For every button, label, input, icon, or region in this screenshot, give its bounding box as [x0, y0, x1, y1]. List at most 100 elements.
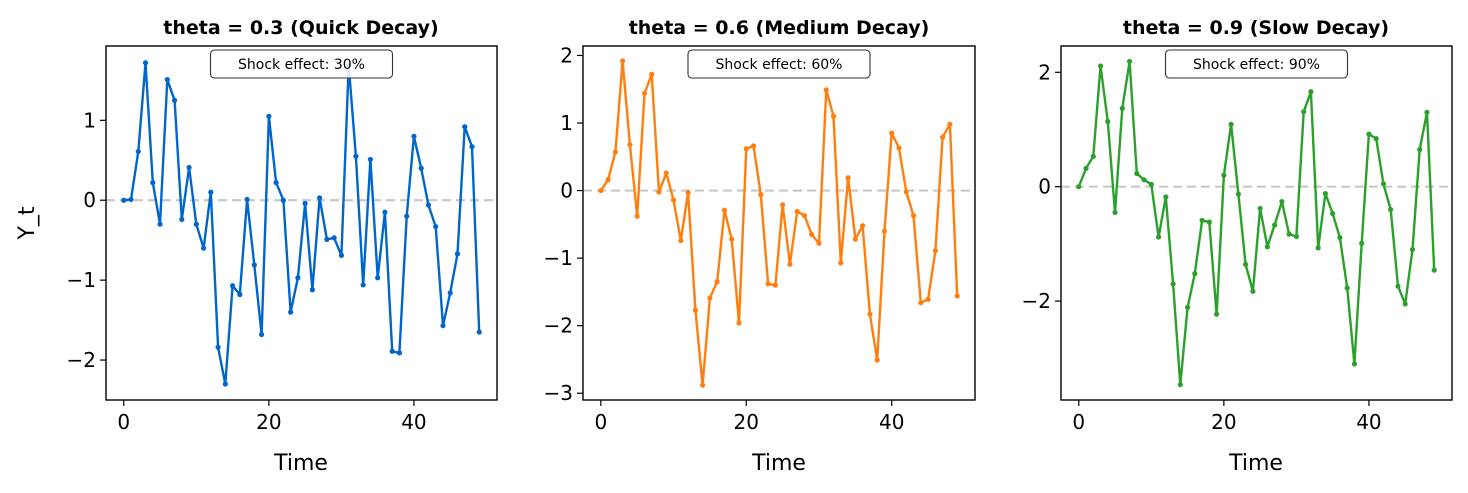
data-point — [845, 175, 851, 181]
data-point — [714, 279, 720, 285]
data-point — [1134, 170, 1140, 177]
x-tick-label: 20 — [734, 410, 759, 434]
data-point — [627, 142, 633, 148]
data-point — [1199, 217, 1205, 224]
series-line — [1077, 60, 1436, 386]
data-point — [1163, 194, 1169, 200]
x-tick-label: 0 — [117, 410, 130, 434]
data-point — [1308, 89, 1314, 95]
data-point — [1402, 301, 1408, 307]
data-point — [128, 196, 134, 203]
data-point — [462, 124, 468, 130]
y-tick-label: −1 — [67, 268, 96, 292]
svg-text:Shock effect: 30%: Shock effect: 30% — [238, 57, 365, 73]
x-tick-label: 40 — [1356, 410, 1381, 434]
data-point — [612, 149, 618, 155]
data-point — [1090, 153, 1096, 159]
data-point — [1344, 285, 1350, 291]
subplot-quick-decay: theta = 0.3 (Quick Decay) 0 20 40 −2 −1 0 1 Sho… — [15, 17, 498, 476]
data-point — [903, 189, 909, 195]
data-point — [1315, 245, 1321, 251]
data-point — [692, 307, 698, 313]
data-point — [947, 121, 953, 127]
data-series — [1076, 58, 1437, 388]
data-point — [259, 331, 265, 338]
subplot-title: theta = 0.3 (Quick Decay) — [163, 17, 438, 39]
data-point — [1177, 381, 1183, 388]
data-point — [469, 144, 475, 150]
data-point — [454, 251, 461, 257]
data-point — [620, 58, 626, 64]
data-point — [743, 146, 749, 152]
data-point — [598, 187, 604, 194]
data-point — [1155, 234, 1162, 240]
data-point — [1417, 146, 1423, 153]
data-point — [867, 311, 873, 317]
y-tick-label: 1 — [560, 111, 573, 135]
data-point — [1257, 205, 1263, 212]
data-point — [1141, 177, 1147, 183]
data-point — [925, 296, 931, 302]
data-point — [229, 283, 236, 289]
data-point — [447, 290, 453, 296]
data-point — [1286, 231, 1292, 237]
data-point — [367, 156, 374, 163]
data-point — [860, 223, 866, 229]
data-point — [823, 87, 829, 93]
data-point — [295, 275, 301, 281]
data-point — [1214, 311, 1220, 317]
data-point — [750, 143, 757, 149]
data-point — [1351, 361, 1358, 367]
data-point — [1126, 58, 1133, 65]
data-point — [641, 90, 648, 96]
data-point — [1119, 105, 1125, 111]
x-tick-label: 20 — [1211, 410, 1236, 434]
data-point — [171, 97, 178, 103]
data-point — [375, 275, 381, 281]
data-point — [244, 196, 250, 203]
data-point — [1366, 131, 1372, 137]
data-point — [801, 212, 808, 219]
data-point — [193, 221, 199, 227]
y-tick-label: 1 — [83, 108, 96, 132]
svg-text:Shock effect: 60%: Shock effect: 60% — [716, 57, 843, 73]
data-point — [1235, 191, 1241, 197]
y-tick-label: −2 — [1022, 289, 1051, 313]
y-tick-label: 2 — [560, 43, 573, 67]
data-point — [1388, 206, 1394, 213]
data-point — [1373, 136, 1379, 142]
data-point — [353, 153, 359, 159]
data-point — [1293, 233, 1299, 240]
data-point — [1431, 267, 1437, 273]
shock-effect-annotation: Shock effect: 60% — [687, 49, 871, 79]
subplot-title: theta = 0.9 (Slow Decay) — [1123, 17, 1389, 39]
y-axis-label: Y_t — [15, 206, 40, 240]
data-point — [266, 113, 272, 119]
data-point — [1228, 121, 1234, 127]
y-tick-label: 0 — [83, 188, 96, 212]
y-tick-label: 0 — [1038, 175, 1051, 199]
data-point — [670, 197, 677, 203]
axes-frame — [582, 45, 976, 401]
data-point — [605, 177, 611, 183]
data-point — [765, 281, 771, 287]
data-point — [1272, 222, 1278, 228]
data-point — [656, 189, 662, 195]
data-point — [121, 197, 127, 203]
data-point — [360, 282, 366, 288]
plot-area: 0 20 40 −2 0 2 Shock effect: 90% — [1022, 45, 1453, 434]
y-tick-label: −3 — [544, 381, 573, 405]
data-point — [1301, 109, 1307, 115]
data-point — [1359, 240, 1365, 246]
data-point — [1337, 234, 1343, 241]
svg-text:Shock effect: 90%: Shock effect: 90% — [1193, 57, 1320, 73]
data-point — [787, 261, 793, 267]
data-point — [382, 209, 388, 215]
plot-area: 0 20 40 −3 −2 −1 0 1 2 Shock effect: 60% — [544, 43, 976, 434]
x-axis-label: Time — [1228, 451, 1283, 476]
data-point — [302, 200, 308, 207]
data-point — [237, 291, 243, 298]
data-point — [135, 148, 141, 155]
x-axis-label: Time — [273, 451, 328, 476]
data-point — [1250, 288, 1256, 294]
